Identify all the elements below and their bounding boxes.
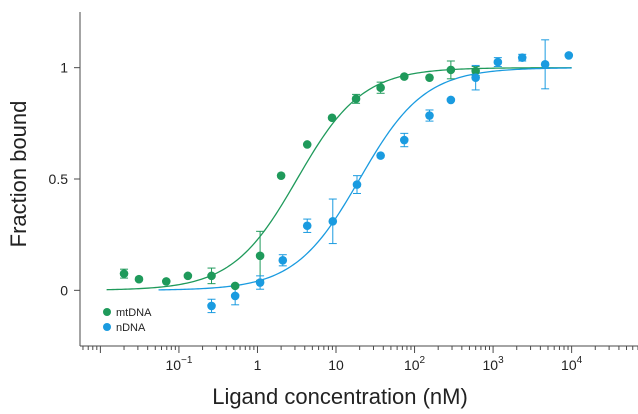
point-mtdna: [327, 113, 337, 123]
point-ndna: [255, 278, 265, 287]
point-mtdna: [446, 65, 456, 75]
x-tick-label: 1: [254, 357, 262, 373]
x-tick-label: 10: [328, 357, 344, 373]
point-ndna: [278, 255, 288, 265]
point-mtdna: [161, 277, 171, 286]
point-ndna: [540, 60, 550, 69]
point-mtdna: [230, 281, 240, 291]
point-ndna: [302, 221, 312, 231]
fit-curve-mtdna: [106, 67, 572, 291]
point-ndna: [352, 180, 362, 189]
legend-marker-mtdna: [103, 308, 111, 316]
x-tick-label: 102: [404, 355, 426, 373]
point-ndna: [425, 111, 434, 120]
point-ndna: [376, 151, 385, 160]
legend-marker-ndna: [103, 323, 111, 331]
point-mtdna: [183, 271, 193, 281]
y-tick-label: 0.5: [49, 171, 69, 187]
point-ndna: [207, 301, 216, 311]
point-mtdna: [207, 271, 216, 281]
legend-label-ndna: nDNA: [116, 322, 146, 334]
legend-label-mtdna: mtDNA: [116, 307, 152, 319]
legend: mtDNA nDNA: [103, 307, 152, 334]
point-ndna: [493, 57, 503, 67]
point-ndna: [517, 53, 527, 62]
x-ticks: 10−1 1 10 102 103 104: [82, 346, 638, 373]
point-mtdna: [471, 66, 480, 76]
point-ndna: [230, 291, 240, 301]
point-ndna: [471, 73, 480, 82]
y-tick-label: 0: [60, 282, 68, 298]
x-tick-label: 10−1: [165, 355, 192, 373]
point-mtdna: [134, 274, 144, 284]
point-mtdna: [302, 140, 312, 149]
fit-curves: [106, 67, 572, 291]
x-tick-label: 104: [561, 355, 583, 373]
data-points: [119, 51, 574, 311]
point-ndna: [328, 217, 338, 226]
x-tick-label: 103: [483, 355, 505, 373]
y-axis-title: Fraction bound: [6, 101, 31, 248]
error-bars: [120, 39, 550, 314]
point-mtdna: [399, 72, 409, 81]
x-axis-title: Ligand concentration (nM): [212, 384, 468, 409]
point-ndna: [564, 51, 574, 60]
point-mtdna: [255, 251, 265, 261]
fit-curve-ndna: [158, 67, 572, 291]
point-mtdna: [376, 83, 385, 93]
point-ndna: [446, 95, 456, 105]
y-ticks: 00.51: [49, 60, 80, 298]
y-tick-label: 1: [60, 60, 68, 76]
point-mtdna: [119, 269, 129, 278]
point-mtdna: [276, 171, 286, 180]
point-mtdna: [425, 73, 434, 82]
point-mtdna: [351, 94, 361, 104]
point-ndna: [399, 135, 409, 145]
